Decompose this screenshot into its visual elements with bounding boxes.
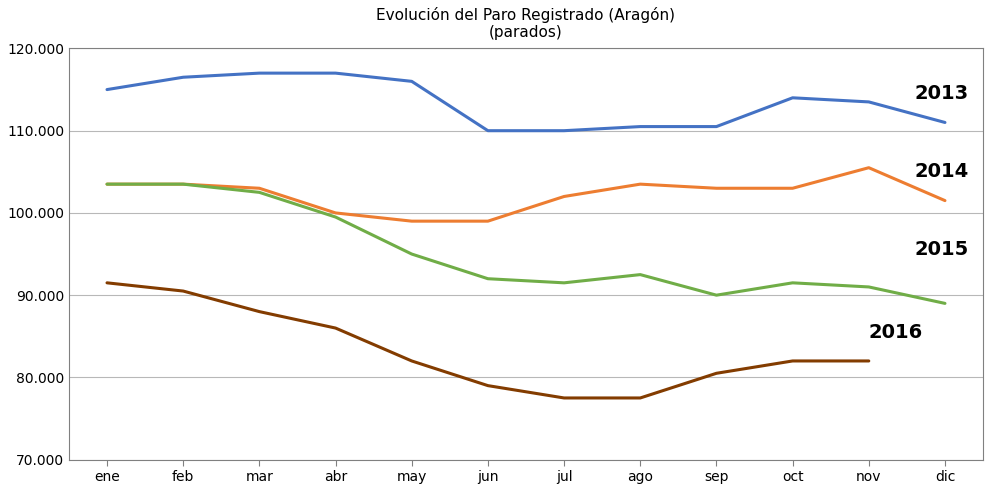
Text: 2015: 2015	[915, 241, 969, 259]
Text: 2016: 2016	[869, 323, 923, 342]
Text: 2014: 2014	[915, 163, 969, 181]
Title: Evolución del Paro Registrado (Aragón)
(parados): Evolución del Paro Registrado (Aragón) (…	[376, 7, 675, 40]
Text: 2013: 2013	[915, 84, 968, 103]
